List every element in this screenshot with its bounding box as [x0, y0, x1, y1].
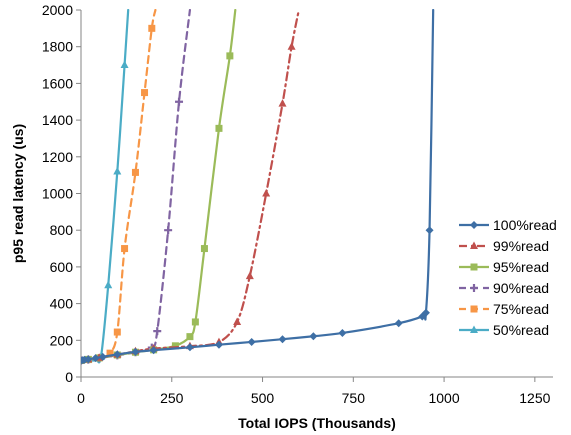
plot-area	[81, 9, 435, 365]
series-line	[81, 9, 157, 362]
data-point	[309, 332, 318, 341]
y-tick-label: 1600	[42, 75, 73, 91]
legend-label: 99%read	[493, 238, 549, 254]
legend-swatch-marker	[470, 263, 478, 271]
y-tick-label: 1000	[42, 186, 73, 202]
data-point	[113, 328, 121, 336]
series-line	[81, 9, 192, 362]
x-tick-label: 250	[160, 390, 184, 406]
legend-label: 95%read	[493, 259, 549, 275]
data-point	[84, 355, 93, 364]
data-point	[175, 97, 184, 106]
series-50-pct-read	[81, 9, 130, 364]
legend-label: 100%read	[493, 217, 557, 233]
legend-swatch-marker	[470, 325, 478, 333]
y-tick-label: 0	[65, 369, 73, 385]
legend-swatch-marker	[470, 284, 478, 292]
legend-item: 90%read	[459, 280, 549, 296]
y-tick-label: 1200	[42, 149, 73, 165]
data-point	[171, 342, 179, 350]
data-point	[98, 352, 107, 361]
legend: 100%read 99%read 95%read 90%read 75%read 50%r…	[459, 217, 557, 338]
data-point	[113, 350, 122, 359]
data-point	[278, 335, 287, 344]
legend-swatch-marker	[470, 221, 478, 229]
data-point	[278, 99, 287, 107]
x-tick-label: 750	[342, 390, 366, 406]
legend-item: 99%read	[459, 238, 549, 254]
legend-swatch-marker	[470, 241, 478, 249]
data-point	[394, 319, 403, 328]
data-point	[200, 245, 208, 253]
y-tick-label: 2000	[42, 2, 73, 18]
data-point	[262, 189, 271, 197]
legend-item: 100%read	[459, 217, 557, 233]
data-point	[104, 280, 113, 289]
y-tick-label: 400	[50, 296, 74, 312]
data-point	[91, 354, 100, 363]
series-95-pct-read	[81, 9, 237, 364]
x-tick-label: 1000	[428, 390, 459, 406]
x-tick-label: 0	[77, 390, 85, 406]
data-point	[287, 42, 296, 50]
legend-label: 90%read	[493, 280, 549, 296]
y-tick-label: 1400	[42, 112, 73, 128]
series-line	[81, 9, 300, 362]
data-point	[141, 89, 149, 97]
data-point	[214, 340, 223, 349]
legend-item: 50%read	[459, 322, 549, 338]
data-point	[421, 308, 430, 317]
data-point	[120, 60, 129, 69]
y-axis-title: p95 read latency (us)	[10, 124, 26, 263]
data-point	[131, 168, 139, 176]
legend-item: 75%read	[459, 301, 549, 317]
data-point	[215, 124, 223, 132]
data-point	[149, 346, 158, 355]
data-point	[106, 349, 114, 357]
legend-label: 50%read	[493, 322, 549, 338]
series-line	[81, 9, 237, 362]
x-tick-label: 500	[251, 390, 275, 406]
data-point	[121, 245, 129, 253]
series-line	[81, 9, 435, 362]
data-point	[131, 347, 140, 356]
data-point	[148, 24, 156, 32]
data-point	[233, 317, 242, 325]
data-point	[245, 271, 254, 280]
data-point	[164, 226, 173, 235]
series-99-pct-read	[81, 9, 300, 364]
y-tick-label: 200	[50, 332, 74, 348]
data-point	[247, 337, 256, 346]
data-point	[226, 52, 234, 60]
data-point	[186, 333, 194, 341]
data-point	[338, 328, 347, 337]
y-tick-label: 1800	[42, 39, 73, 55]
data-point	[425, 226, 434, 235]
series-line	[81, 9, 130, 364]
legend-item: 95%read	[459, 259, 549, 275]
data-point	[185, 343, 194, 352]
data-point	[153, 327, 162, 336]
y-tick-label: 600	[50, 259, 74, 275]
x-axis-title: Total IOPS (Thousands)	[238, 415, 396, 431]
legend-swatch-marker	[470, 305, 478, 313]
x-tick-label: 1250	[519, 390, 550, 406]
y-tick-label: 800	[50, 222, 74, 238]
legend-label: 75%read	[493, 301, 549, 317]
series-100-pct-read	[81, 9, 435, 365]
data-point	[191, 318, 199, 326]
data-point	[113, 166, 122, 175]
